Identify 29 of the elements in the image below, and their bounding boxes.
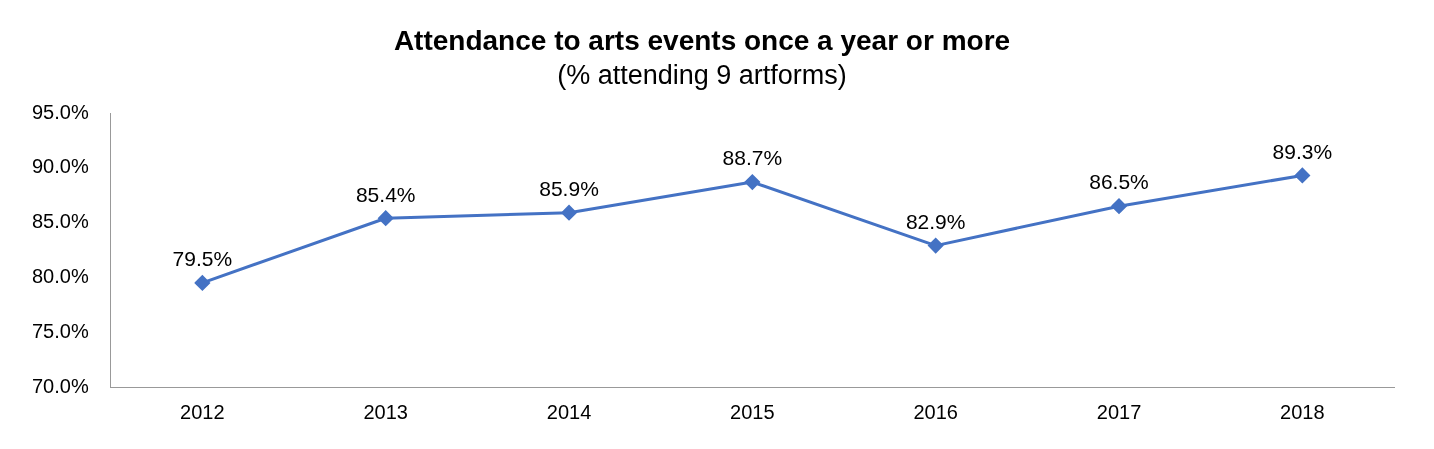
data-label: 86.5%	[1089, 170, 1149, 194]
chart-title: Attendance to arts events once a year or more	[393, 24, 1011, 56]
x-tick-label: 2014	[546, 400, 592, 423]
point	[744, 174, 760, 190]
x-tick-label: 2013	[363, 400, 408, 423]
point	[1294, 167, 1310, 183]
point	[378, 210, 394, 226]
point	[194, 275, 210, 291]
y-tick-label: 95.0%	[31, 100, 89, 123]
data-label: 85.9%	[539, 177, 599, 201]
data-label: 88.7%	[722, 146, 783, 170]
y-tick-label: 90.0%	[31, 155, 89, 178]
point	[928, 238, 944, 254]
x-tick-label: 2016	[913, 400, 958, 423]
y-tick-label: 80.0%	[31, 264, 89, 287]
x-tick-label: 2017	[1096, 400, 1142, 423]
y-tick-label: 85.0%	[31, 210, 89, 233]
x-tick-label: 2012	[180, 400, 225, 423]
data-label: 85.4%	[355, 182, 416, 206]
y-tick-label: 70.0%	[31, 374, 89, 397]
x-tick-label: 2015	[730, 400, 775, 423]
point	[561, 205, 577, 221]
data-label: 82.9%	[905, 209, 966, 233]
point	[1111, 198, 1127, 214]
data-label: 79.5%	[172, 247, 233, 271]
y-tick-label: 75.0%	[31, 319, 89, 342]
chart-subtitle: (% attending 9 artforms)	[557, 60, 847, 91]
data-label: 89.3%	[1272, 139, 1333, 163]
x-tick-label: 2018	[1280, 400, 1325, 423]
